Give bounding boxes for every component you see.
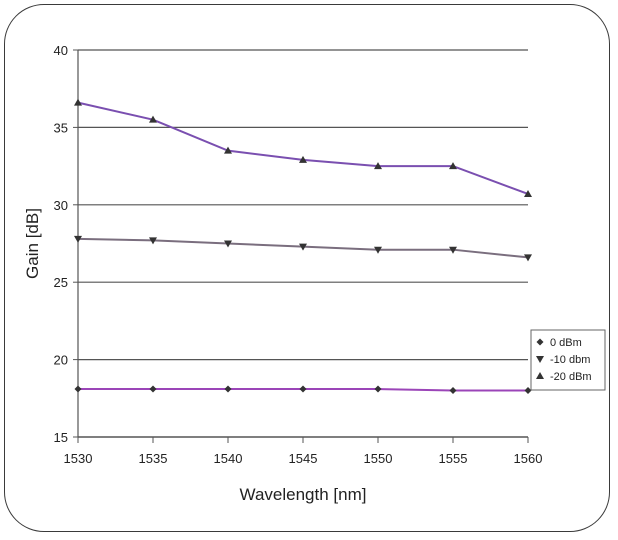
xtick-label-1550: 1550	[364, 451, 393, 466]
series-2-point-1530	[74, 98, 82, 106]
series-0-point-1530	[74, 385, 82, 393]
series-lines	[74, 98, 532, 395]
ytick-label-40: 40	[54, 43, 68, 58]
xtick-label-1535: 1535	[139, 451, 168, 466]
series-1-point-1555	[449, 246, 457, 254]
series-2-point-1535	[149, 115, 157, 123]
legend-label-1: -10 dbm	[550, 354, 590, 366]
x-axis-label: Wavelength [nm]	[240, 485, 367, 504]
xtick-label-1560: 1560	[514, 451, 543, 466]
y-axis-label: Gain [dB]	[23, 208, 42, 279]
xtick-label-1545: 1545	[289, 451, 318, 466]
chart-frame	[4, 4, 610, 532]
series-2-point-1550	[374, 162, 382, 170]
series-0-point-1555	[449, 387, 457, 395]
xtick-label-1530: 1530	[64, 451, 93, 466]
ytick-label-35: 35	[54, 120, 68, 135]
tick-labels: 15 20 25 30 35 40 1530 1535 1540 1545 1550 1555 1560	[54, 43, 543, 466]
ytick-label-20: 20	[54, 353, 68, 368]
series-2-point-1560	[524, 189, 532, 197]
xtick-label-1555: 1555	[439, 451, 468, 466]
series-0-point-1560	[524, 387, 532, 395]
series-2-point-1555	[449, 162, 457, 170]
legend-marker-2	[536, 372, 544, 379]
legend-box	[530, 329, 606, 391]
series-0-point-1545	[299, 385, 307, 393]
legend-marker-1	[536, 356, 544, 363]
series-0-point-1535	[149, 385, 157, 393]
grid-lines	[73, 49, 529, 443]
series-1-point-1535	[149, 237, 157, 245]
series-1-point-1540	[224, 240, 232, 248]
series-1-point-1550	[374, 246, 382, 254]
series-2-point-1545	[299, 155, 307, 163]
legend: 0 dBm -10 dbm -20 dBm	[530, 329, 606, 391]
series-0-point-1550	[374, 385, 382, 393]
series-2-point-1540	[224, 146, 232, 154]
legend-label-2: -20 dBm	[550, 371, 592, 383]
legend-label-0: 0 dBm	[550, 337, 582, 349]
ytick-label-30: 30	[54, 198, 68, 213]
ytick-label-15: 15	[54, 430, 68, 445]
series-0-point-1540	[224, 385, 232, 393]
xtick-label-1540: 1540	[214, 451, 243, 466]
series-1-point-1530	[74, 235, 82, 243]
ytick-label-25: 25	[54, 275, 68, 290]
series-1-point-1560	[524, 254, 532, 262]
series-1-point-1545	[299, 243, 307, 251]
series-2-line	[77, 101, 529, 195]
legend-marker-0	[536, 338, 544, 346]
